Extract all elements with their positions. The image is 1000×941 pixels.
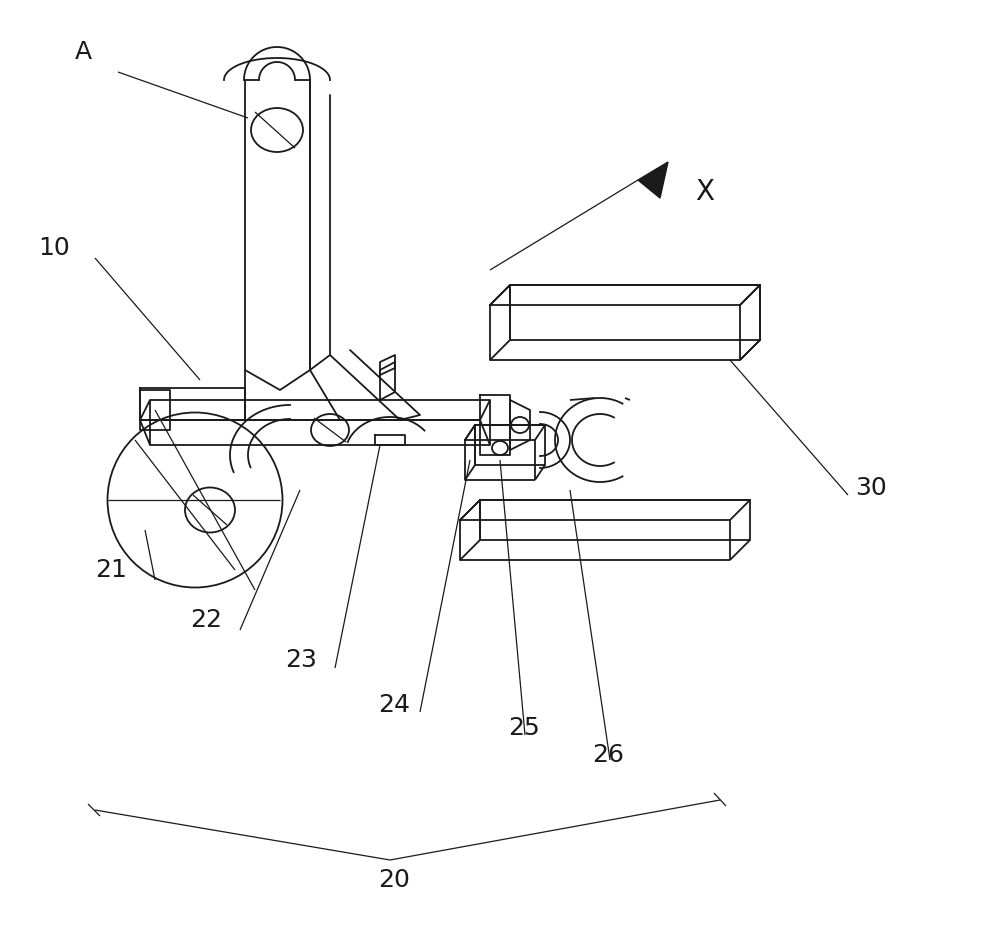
Text: 26: 26 (592, 743, 624, 767)
Text: 22: 22 (190, 608, 222, 632)
Polygon shape (638, 162, 668, 198)
Text: 24: 24 (378, 693, 410, 717)
Text: 20: 20 (378, 868, 410, 892)
Text: 21: 21 (95, 558, 127, 582)
Text: 23: 23 (285, 648, 317, 672)
Text: 10: 10 (38, 236, 70, 260)
Text: A: A (75, 40, 92, 64)
Text: X: X (695, 178, 714, 206)
Text: 30: 30 (855, 476, 887, 500)
Text: 25: 25 (508, 716, 540, 740)
